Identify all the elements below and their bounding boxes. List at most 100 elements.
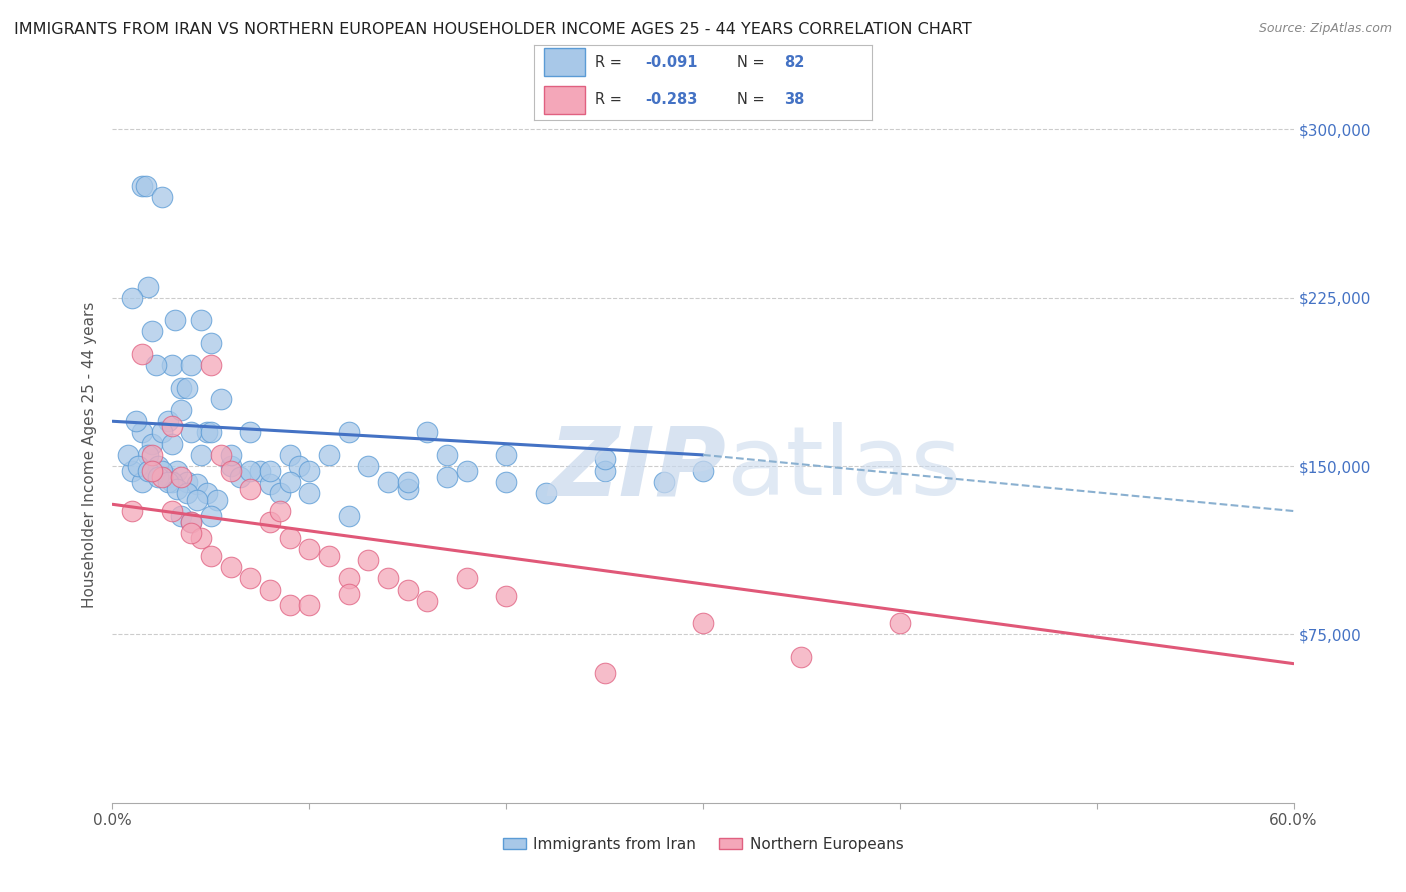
Point: [121, 464, 143, 478]
Point: [160, 504, 183, 518]
Point: [200, 508, 222, 523]
Text: Source: ZipAtlas.com: Source: ZipAtlas.com: [1258, 22, 1392, 36]
Text: -0.091: -0.091: [645, 54, 699, 70]
Point: [156, 414, 179, 428]
Point: [790, 649, 813, 664]
Point: [117, 448, 139, 462]
Point: [318, 448, 340, 462]
Text: R =: R =: [595, 93, 627, 107]
Point: [141, 325, 163, 339]
Point: [278, 531, 301, 545]
Legend: Immigrants from Iran, Northern Europeans: Immigrants from Iran, Northern Europeans: [496, 830, 910, 858]
Point: [357, 459, 380, 474]
Point: [456, 571, 478, 585]
Point: [150, 425, 173, 440]
Point: [180, 425, 202, 440]
Point: [186, 477, 208, 491]
Point: [495, 590, 517, 604]
Point: [534, 486, 557, 500]
Point: [239, 425, 262, 440]
Point: [127, 459, 149, 474]
Point: [170, 470, 193, 484]
Point: [176, 381, 198, 395]
Point: [249, 464, 271, 478]
Point: [298, 599, 321, 613]
Point: [156, 475, 179, 489]
Point: [278, 448, 301, 462]
Point: [136, 464, 159, 478]
Point: [136, 448, 159, 462]
Point: [165, 313, 187, 327]
Point: [337, 508, 360, 523]
Point: [200, 335, 222, 350]
Point: [170, 403, 193, 417]
Point: [131, 178, 153, 193]
Point: [337, 587, 360, 601]
Point: [396, 475, 419, 489]
Point: [141, 448, 163, 462]
Point: [219, 560, 242, 574]
Point: [337, 571, 360, 585]
Point: [318, 549, 340, 563]
Point: [170, 508, 193, 523]
Point: [205, 492, 228, 507]
Point: [692, 464, 714, 478]
Point: [692, 616, 714, 631]
Point: [219, 448, 242, 462]
Point: [180, 358, 202, 372]
Point: [416, 425, 439, 440]
Point: [136, 279, 159, 293]
Point: [259, 464, 281, 478]
Point: [145, 358, 167, 372]
Point: [456, 464, 478, 478]
Point: [121, 504, 143, 518]
Point: [495, 448, 517, 462]
FancyBboxPatch shape: [544, 47, 585, 77]
Point: [160, 475, 183, 489]
Point: [170, 381, 193, 395]
Point: [377, 475, 399, 489]
Point: [377, 571, 399, 585]
Point: [131, 475, 153, 489]
Point: [176, 475, 198, 489]
Point: [156, 470, 179, 484]
Point: [239, 482, 262, 496]
Text: -0.283: -0.283: [645, 93, 697, 107]
Text: 82: 82: [785, 54, 804, 70]
Point: [150, 190, 173, 204]
Point: [150, 464, 173, 478]
Point: [131, 347, 153, 361]
Point: [166, 464, 188, 478]
Point: [278, 475, 301, 489]
Point: [436, 470, 458, 484]
Point: [209, 392, 232, 406]
Point: [190, 313, 212, 327]
Point: [396, 582, 419, 597]
Point: [889, 616, 911, 631]
Point: [209, 448, 232, 462]
Point: [259, 477, 281, 491]
Point: [337, 425, 360, 440]
Point: [186, 492, 208, 507]
Y-axis label: Householder Income Ages 25 - 44 years: Householder Income Ages 25 - 44 years: [82, 301, 97, 608]
Point: [269, 486, 291, 500]
Point: [160, 436, 183, 450]
Point: [195, 486, 218, 500]
Point: [146, 470, 169, 484]
Text: 38: 38: [785, 93, 804, 107]
Point: [150, 470, 173, 484]
Point: [141, 464, 163, 478]
Point: [125, 414, 148, 428]
Point: [259, 582, 281, 597]
Point: [219, 459, 242, 474]
Point: [239, 571, 262, 585]
Text: atlas: atlas: [727, 422, 962, 516]
Point: [288, 459, 311, 474]
Point: [146, 459, 169, 474]
Text: R =: R =: [595, 54, 627, 70]
Point: [652, 475, 675, 489]
Point: [495, 475, 517, 489]
Point: [269, 504, 291, 518]
Point: [259, 515, 281, 529]
Point: [135, 178, 157, 193]
